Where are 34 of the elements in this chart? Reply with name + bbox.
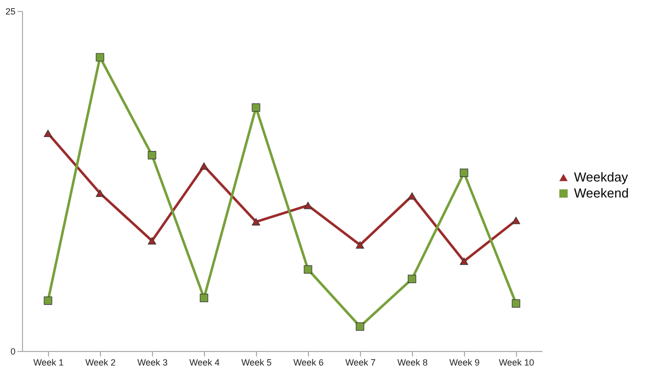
point xyxy=(356,241,364,249)
x-tick-label: Week 8 xyxy=(397,358,428,368)
point xyxy=(96,190,104,197)
y-tick-label: 25 xyxy=(5,6,16,16)
point xyxy=(148,237,156,244)
point xyxy=(460,168,468,178)
legend-label: Weekday xyxy=(574,170,628,184)
point xyxy=(44,130,52,138)
point xyxy=(460,258,468,265)
x-tick-label: Week 10 xyxy=(498,358,534,368)
point xyxy=(148,150,156,160)
point xyxy=(44,296,52,305)
point xyxy=(304,202,312,210)
point xyxy=(512,216,520,224)
point xyxy=(252,103,260,112)
legend-label: Weekend xyxy=(574,186,629,200)
point xyxy=(356,322,364,331)
x-tick-label: Week 5 xyxy=(241,358,272,368)
x-tick-label: Week 7 xyxy=(345,358,376,368)
point xyxy=(408,274,416,284)
point xyxy=(408,192,416,200)
point xyxy=(200,162,208,170)
point xyxy=(96,53,104,62)
x-tick-label: Week 2 xyxy=(85,358,116,368)
point xyxy=(200,294,208,302)
x-tick-label: Week 9 xyxy=(449,358,480,368)
x-tick-label: Week 3 xyxy=(137,358,168,368)
x-tick-label: Week 4 xyxy=(189,358,220,368)
x-tick-label: Week 6 xyxy=(293,358,324,368)
point xyxy=(304,265,312,274)
point xyxy=(512,299,520,308)
point xyxy=(252,218,260,226)
y-tick-label: 0 xyxy=(10,346,16,356)
x-tick-label: Week 1 xyxy=(33,358,64,368)
